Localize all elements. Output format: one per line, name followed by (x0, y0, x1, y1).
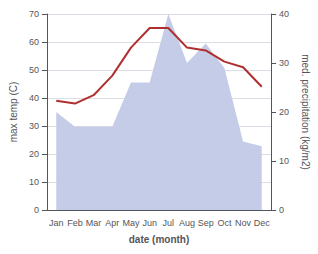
svg-text:50: 50 (29, 65, 39, 75)
svg-text:Jan: Jan (49, 218, 64, 228)
svg-text:30: 30 (29, 121, 39, 131)
svg-text:20: 20 (29, 149, 39, 159)
svg-text:0: 0 (279, 205, 284, 215)
svg-text:10: 10 (29, 177, 39, 187)
svg-text:Mar: Mar (86, 218, 102, 228)
svg-text:Aug: Aug (179, 218, 195, 228)
svg-text:Nov: Nov (235, 218, 252, 228)
svg-text:40: 40 (279, 9, 289, 19)
svg-text:max temp (C): max temp (C) (8, 82, 19, 143)
svg-text:Dec: Dec (254, 218, 271, 228)
svg-text:70: 70 (29, 9, 39, 19)
svg-text:Sep: Sep (198, 218, 214, 228)
svg-text:20: 20 (279, 107, 289, 117)
svg-text:date (month): date (month) (129, 234, 190, 245)
svg-text:60: 60 (29, 37, 39, 47)
svg-text:Jun: Jun (142, 218, 157, 228)
svg-text:10: 10 (279, 156, 289, 166)
svg-text:Jul: Jul (163, 218, 175, 228)
svg-text:med. precipitation (kg/m2): med. precipitation (kg/m2) (300, 54, 311, 170)
svg-text:0: 0 (34, 205, 39, 215)
svg-text:Feb: Feb (67, 218, 83, 228)
svg-text:Oct: Oct (217, 218, 232, 228)
svg-text:Apr: Apr (105, 218, 119, 228)
svg-text:30: 30 (279, 58, 289, 68)
svg-text:40: 40 (29, 93, 39, 103)
svg-text:May: May (122, 218, 140, 228)
